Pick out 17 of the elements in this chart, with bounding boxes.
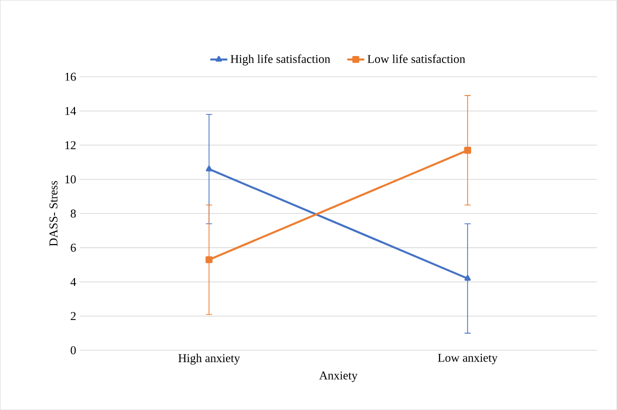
- y-tick-label: 6: [70, 244, 76, 252]
- y-tick-label: 0: [70, 346, 76, 354]
- y-axis-title: DASS- Stress: [49, 180, 58, 246]
- x-axis-title: Anxiety: [319, 371, 358, 382]
- y-tick-label: 10: [65, 175, 76, 184]
- point: [464, 146, 472, 154]
- legend-label: Low life satisfaction: [368, 54, 466, 63]
- y-tick-label: 4: [70, 278, 76, 286]
- x-tick-label: Low anxiety: [438, 354, 498, 364]
- y-tick-label: 2: [70, 312, 76, 320]
- x-tick-label: High anxiety: [178, 354, 240, 365]
- y-tick-label: 8: [70, 209, 76, 218]
- legend-label: High life satisfaction: [230, 54, 330, 66]
- point: [206, 256, 213, 264]
- y-tick-label: 16: [65, 72, 76, 81]
- y-tick-label: 12: [65, 141, 76, 150]
- y-tick-label: 14: [65, 106, 76, 115]
